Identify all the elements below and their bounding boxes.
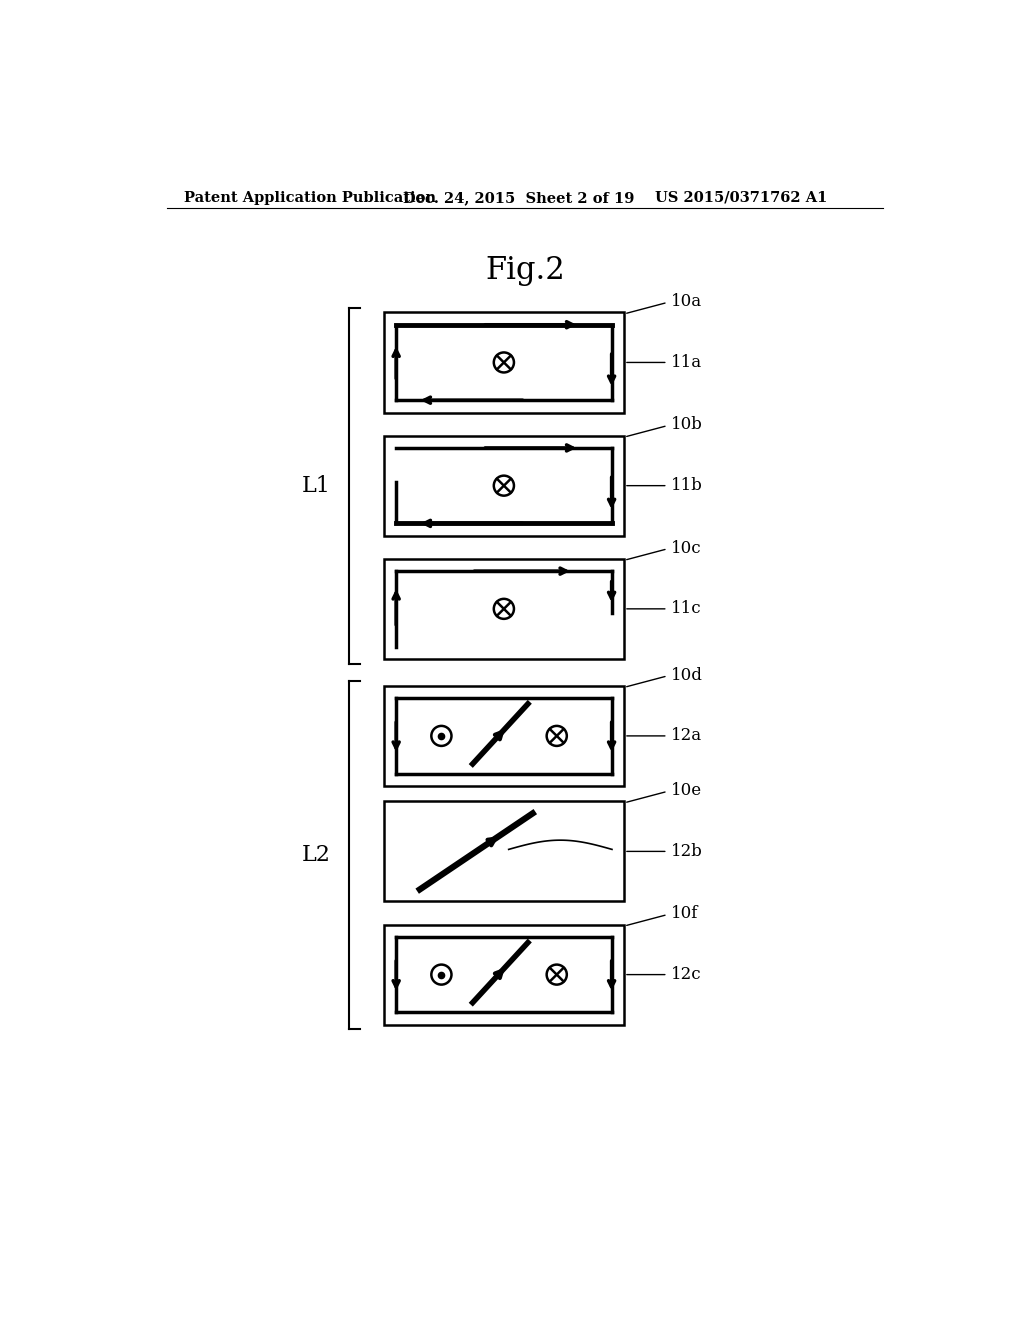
Text: L2: L2 <box>302 845 331 866</box>
Text: 10f: 10f <box>627 906 698 925</box>
Text: 10c: 10c <box>627 540 701 560</box>
Bar <box>384 313 624 412</box>
Text: 12a: 12a <box>627 727 701 744</box>
Text: 10e: 10e <box>627 781 701 803</box>
Bar <box>384 558 624 659</box>
Text: 12c: 12c <box>627 966 701 983</box>
Bar <box>384 924 624 1024</box>
Text: 10d: 10d <box>627 667 702 686</box>
Text: Patent Application Publication: Patent Application Publication <box>183 191 436 205</box>
Text: 11c: 11c <box>627 601 701 618</box>
Text: Dec. 24, 2015  Sheet 2 of 19: Dec. 24, 2015 Sheet 2 of 19 <box>403 191 635 205</box>
Text: 10b: 10b <box>627 416 702 437</box>
Bar <box>384 801 624 902</box>
Text: L1: L1 <box>302 475 331 496</box>
Text: 12b: 12b <box>627 843 702 859</box>
Text: Fig.2: Fig.2 <box>485 255 564 285</box>
Text: 10a: 10a <box>627 293 701 313</box>
Text: 11b: 11b <box>627 477 702 494</box>
Bar <box>384 436 624 536</box>
Bar <box>384 686 624 785</box>
Text: 11a: 11a <box>627 354 701 371</box>
Text: US 2015/0371762 A1: US 2015/0371762 A1 <box>655 191 827 205</box>
